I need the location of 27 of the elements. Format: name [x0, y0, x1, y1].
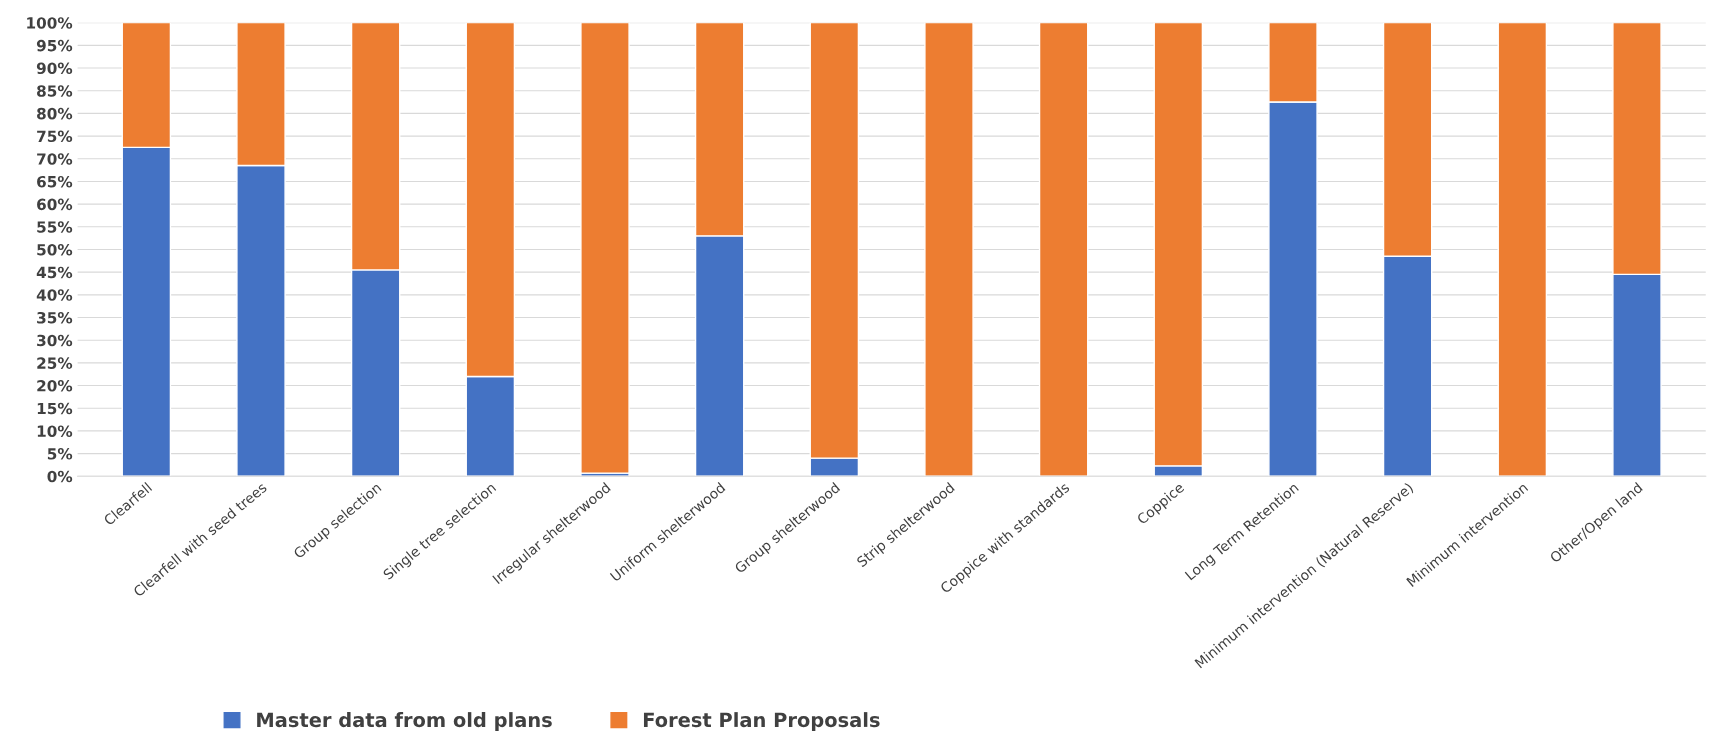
legend-label: Master data from old plans: [257, 712, 552, 731]
y-tick-label: 95%: [36, 39, 73, 52]
legend-label: Forest Plan Proposals: [643, 712, 880, 731]
y-tick-label: 60%: [37, 198, 73, 211]
bar: [580, 22, 630, 474]
bar: [924, 22, 974, 477]
y-tick-label: 55%: [37, 221, 73, 233]
y-tick-label: 100%: [27, 17, 73, 29]
y-tick-label: 80%: [37, 107, 73, 120]
y-tick-label: 75%: [37, 130, 73, 143]
y-tick-label: 85%: [37, 85, 73, 97]
y-tick-label: 0%: [47, 470, 73, 483]
bar: [1038, 22, 1089, 477]
y-tick-label: 25%: [37, 357, 73, 369]
y-tick-label: 15%: [37, 402, 73, 415]
y-tick-label: 70%: [37, 153, 73, 165]
y-tick-label: 10%: [37, 425, 73, 437]
y-tick-label: 65%: [37, 175, 73, 188]
y-tick-label: 40%: [36, 289, 73, 301]
bar: [1497, 22, 1548, 477]
y-tick-label: 35%: [37, 311, 73, 324]
y-tick-label: 45%: [36, 266, 73, 279]
y-tick-label: 50%: [37, 243, 73, 256]
y-tick-label: 20%: [37, 380, 73, 392]
y-tick-label: 90%: [36, 62, 73, 75]
y-tick-label: 5%: [47, 448, 73, 460]
y-tick-label: 30%: [37, 334, 73, 347]
